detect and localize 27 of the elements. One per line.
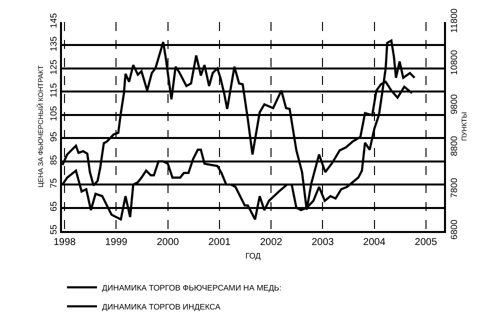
y-tick-label: 65 [48, 201, 58, 212]
y2-tick-label: 6800 [448, 220, 459, 240]
y2-tick-label: 11800 [448, 8, 459, 33]
x-axis-title: ГОД [245, 252, 262, 261]
x-tick-label: 1999 [105, 237, 128, 248]
x-tick-label: 2003 [312, 237, 334, 248]
y-tick-label: 145 [48, 13, 58, 28]
y-tick-label: 75 [48, 178, 58, 188]
y-tick-label: 105 [48, 106, 58, 122]
x-tick-label: 1998 [53, 237, 76, 248]
y-tick-label: 135 [48, 36, 58, 52]
y2-tick-label: 7800 [448, 178, 459, 198]
x-tick-label: 2001 [208, 237, 232, 248]
y-tick-label: 85 [48, 154, 58, 165]
y2-tick-label: 8800 [448, 136, 459, 156]
y-tick-label: 55 [48, 224, 58, 235]
x-tick-label: 2002 [260, 237, 283, 248]
y2-tick-label: 10800 [448, 50, 459, 75]
x-tick-label: 2000 [156, 237, 180, 248]
y-tick-label: 125 [48, 60, 58, 75]
legend-label: ДИНАМИКА ТОРГОВ ИНДЕКСА [102, 302, 222, 312]
x-tick-label: 2004 [363, 237, 386, 248]
y-tick-label: 115 [48, 83, 58, 98]
x-tick-label: 2005 [414, 237, 438, 248]
y2-tick-label: 9800 [448, 94, 459, 114]
y-tick-label: 95 [48, 132, 58, 142]
legend-label: ДИНАМИКА ТОРГОВ ФЬЮЧЕРСАМИ НА МЕДЬ: [102, 283, 282, 292]
